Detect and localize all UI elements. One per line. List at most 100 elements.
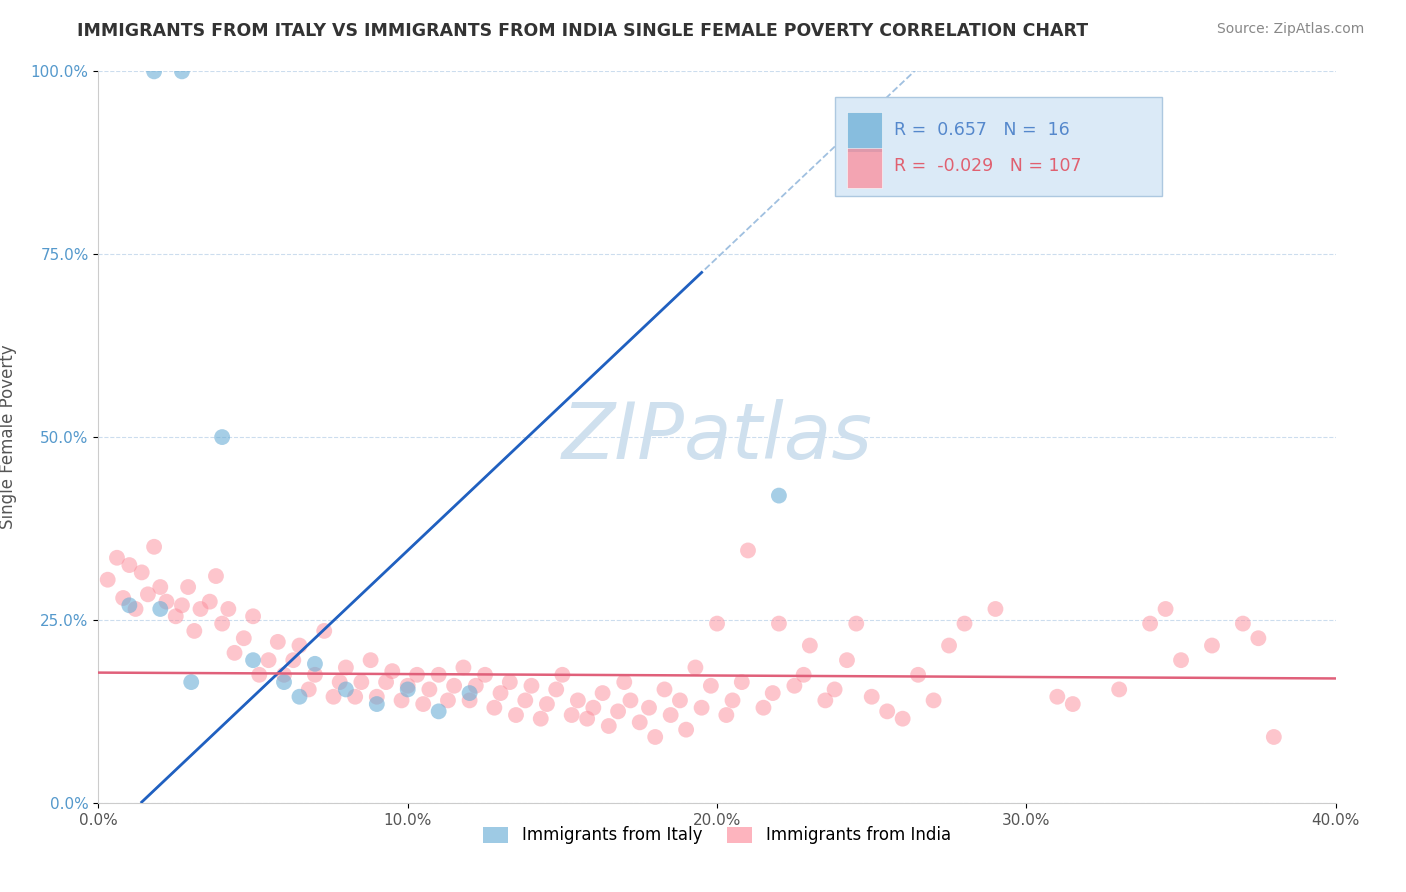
Point <box>520 679 543 693</box>
Point <box>567 693 589 707</box>
Point <box>453 660 475 674</box>
Point <box>860 690 883 704</box>
Point <box>391 693 413 707</box>
Point <box>752 700 775 714</box>
Point <box>211 616 233 631</box>
FancyBboxPatch shape <box>846 112 882 152</box>
Point <box>329 675 352 690</box>
Point <box>458 686 481 700</box>
Point <box>1154 602 1177 616</box>
Point <box>561 708 583 723</box>
Point <box>198 594 221 608</box>
Point <box>619 693 641 707</box>
Point <box>232 632 254 646</box>
Point <box>381 664 404 678</box>
Point <box>1263 730 1285 744</box>
Point <box>464 679 486 693</box>
Point <box>304 657 326 671</box>
Point <box>499 675 522 690</box>
Point <box>845 616 868 631</box>
Legend: Immigrants from Italy, Immigrants from India: Immigrants from Italy, Immigrants from I… <box>478 822 956 849</box>
Point <box>1232 616 1254 631</box>
Point <box>700 679 723 693</box>
Point <box>551 667 574 681</box>
Point <box>737 543 759 558</box>
Point <box>922 693 945 707</box>
Point <box>406 667 429 681</box>
Point <box>768 616 790 631</box>
Point <box>267 635 290 649</box>
Point <box>1170 653 1192 667</box>
Point <box>396 682 419 697</box>
Point <box>257 653 280 667</box>
Point <box>690 700 713 714</box>
Point <box>366 697 388 711</box>
Point <box>242 609 264 624</box>
Point <box>1108 682 1130 697</box>
Point <box>613 675 636 690</box>
Point <box>242 653 264 667</box>
Point <box>322 690 344 704</box>
Point <box>375 675 398 690</box>
Point <box>165 609 187 624</box>
Point <box>443 679 465 693</box>
Point <box>155 594 177 608</box>
Point <box>489 686 512 700</box>
Text: Source: ZipAtlas.com: Source: ZipAtlas.com <box>1216 22 1364 37</box>
Point <box>824 682 846 697</box>
FancyBboxPatch shape <box>835 97 1163 195</box>
Point <box>183 624 205 638</box>
Point <box>762 686 785 700</box>
Point <box>97 573 120 587</box>
Point <box>190 602 212 616</box>
Point <box>314 624 336 638</box>
Point <box>814 693 837 707</box>
Point <box>335 682 357 697</box>
Point <box>1247 632 1270 646</box>
Point <box>273 667 295 681</box>
Point <box>105 550 128 565</box>
Point <box>721 693 744 707</box>
Point <box>224 646 246 660</box>
Text: R =  -0.029   N = 107: R = -0.029 N = 107 <box>894 158 1081 176</box>
Point <box>335 660 357 674</box>
Point <box>675 723 697 737</box>
Point <box>180 675 202 690</box>
Point <box>205 569 228 583</box>
Point <box>598 719 620 733</box>
Point <box>131 566 153 580</box>
Point <box>170 64 193 78</box>
Point <box>143 540 166 554</box>
Point <box>344 690 367 704</box>
Point <box>118 599 141 613</box>
Point <box>283 653 305 667</box>
Point <box>396 679 419 693</box>
Point <box>1062 697 1084 711</box>
Point <box>835 653 858 667</box>
Point <box>768 489 790 503</box>
Point <box>793 667 815 681</box>
Point <box>536 697 558 711</box>
Point <box>783 679 806 693</box>
Y-axis label: Single Female Poverty: Single Female Poverty <box>0 345 17 529</box>
Text: R =  0.657   N =  16: R = 0.657 N = 16 <box>894 121 1070 139</box>
Point <box>938 639 960 653</box>
Point <box>124 602 146 616</box>
Point <box>546 682 568 697</box>
Point <box>118 558 141 573</box>
Text: IMMIGRANTS FROM ITALY VS IMMIGRANTS FROM INDIA SINGLE FEMALE POVERTY CORRELATION: IMMIGRANTS FROM ITALY VS IMMIGRANTS FROM… <box>77 22 1088 40</box>
Point <box>149 602 172 616</box>
Point <box>592 686 614 700</box>
Point <box>484 700 506 714</box>
Point <box>412 697 434 711</box>
Point <box>112 591 135 605</box>
Point <box>304 667 326 681</box>
Point <box>1201 639 1223 653</box>
Point <box>288 690 311 704</box>
Point <box>360 653 382 667</box>
Point <box>298 682 321 697</box>
Point <box>273 675 295 690</box>
Point <box>1046 690 1069 704</box>
Point <box>799 639 821 653</box>
Point <box>217 602 239 616</box>
